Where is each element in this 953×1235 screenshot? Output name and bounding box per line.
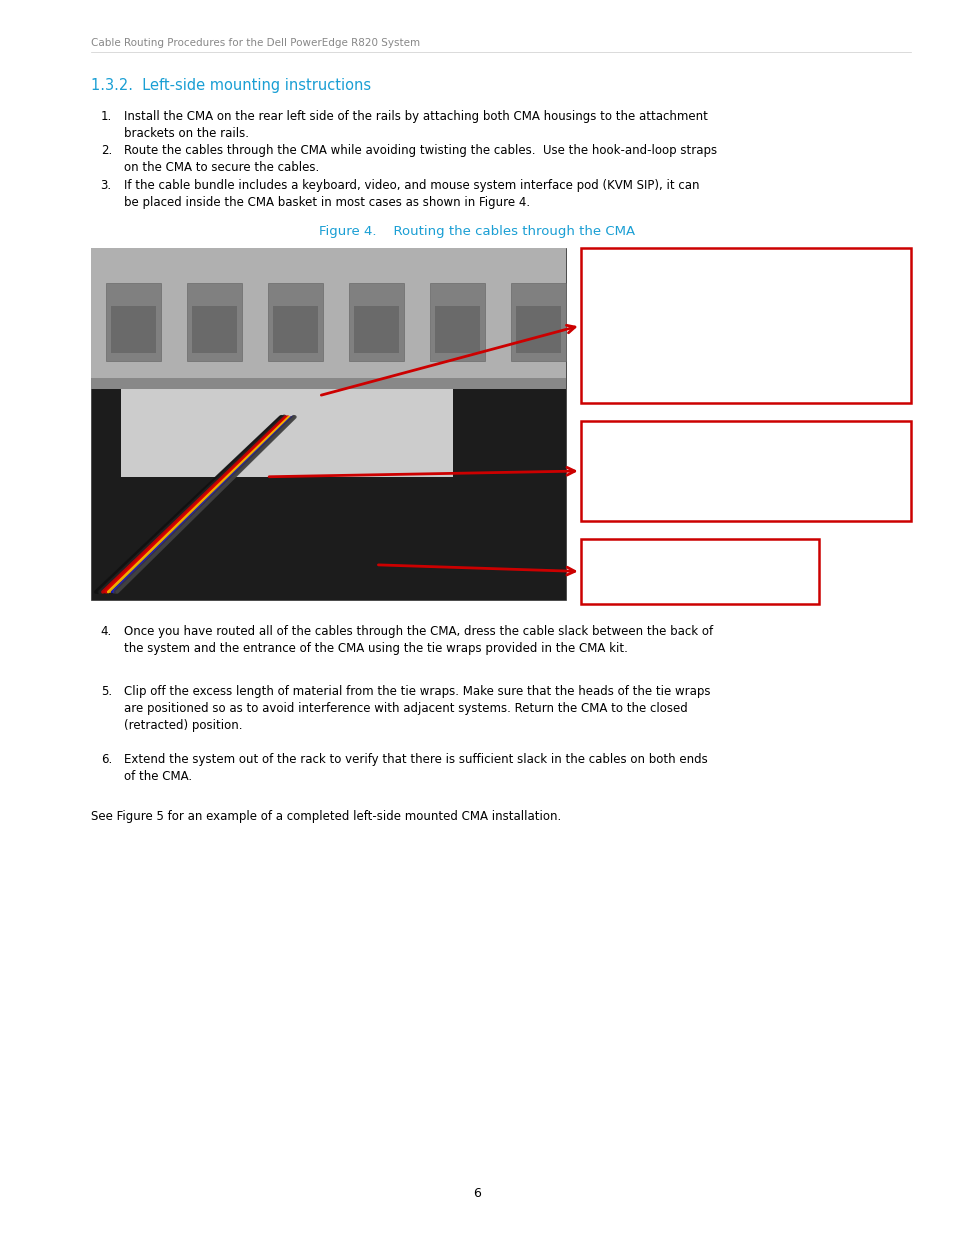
Text: Once you have routed all of the cables through the CMA, dress the cable slack be: Once you have routed all of the cables t…: [124, 625, 712, 655]
Text: Figure 4.    Routing the cables through the CMA: Figure 4. Routing the cables through the…: [318, 225, 635, 238]
Bar: [120, 389, 453, 477]
Bar: [187, 283, 241, 361]
Bar: [268, 283, 322, 361]
Text: NOTE:: NOTE:: [592, 261, 631, 270]
Bar: [354, 306, 398, 353]
Bar: [348, 283, 403, 361]
Text: 6.: 6.: [100, 753, 112, 766]
Bar: [580, 538, 818, 604]
Bar: [515, 306, 560, 353]
Text: KVM SIP can be placed
inside the basket.: KVM SIP can be placed inside the basket.: [592, 551, 719, 576]
Text: Do not store excess cable
slack inside the CMA.  The cables
may protrude through: Do not store excess cable slack inside t…: [644, 261, 849, 327]
Text: Cables entering the CMA should have a
small amount of slack to avoid cable
strai: Cables entering the CMA should have a sm…: [592, 433, 812, 472]
Bar: [91, 378, 565, 389]
Text: 5.: 5.: [100, 685, 112, 698]
Text: Route the cables through the CMA while avoiding twisting the cables.  Use the ho: Route the cables through the CMA while a…: [124, 144, 716, 174]
Bar: [111, 306, 155, 353]
Bar: [580, 248, 910, 403]
Bar: [91, 248, 565, 389]
Text: Install the CMA on the rear left side of the rails by attaching both CMA housing: Install the CMA on the rear left side of…: [124, 110, 707, 140]
Bar: [510, 283, 565, 361]
Text: Clip off the excess length of material from the tie wraps. Make sure that the he: Clip off the excess length of material f…: [124, 685, 709, 732]
Text: If the cable bundle includes a keyboard, video, and mouse system interface pod (: If the cable bundle includes a keyboard,…: [124, 179, 699, 209]
Bar: [192, 306, 236, 353]
Bar: [580, 421, 910, 521]
Text: 6: 6: [473, 1187, 480, 1200]
Bar: [429, 283, 484, 361]
Text: 2.: 2.: [100, 144, 112, 157]
Text: Extend the system out of the rack to verify that there is sufficient slack in th: Extend the system out of the rack to ver…: [124, 753, 706, 783]
Bar: [91, 248, 565, 600]
Text: 3.: 3.: [100, 179, 112, 191]
Text: 1.: 1.: [100, 110, 112, 124]
Text: Cable Routing Procedures for the Dell PowerEdge R820 System: Cable Routing Procedures for the Dell Po…: [91, 38, 419, 48]
Bar: [106, 283, 160, 361]
Bar: [273, 306, 317, 353]
Bar: [435, 306, 479, 353]
Text: 1.3.2.  Left-side mounting instructions: 1.3.2. Left-side mounting instructions: [91, 78, 371, 93]
Text: 4.: 4.: [100, 625, 112, 638]
Text: See Figure 5 for an example of a completed left-side mounted CMA installation.: See Figure 5 for an example of a complet…: [91, 810, 560, 823]
